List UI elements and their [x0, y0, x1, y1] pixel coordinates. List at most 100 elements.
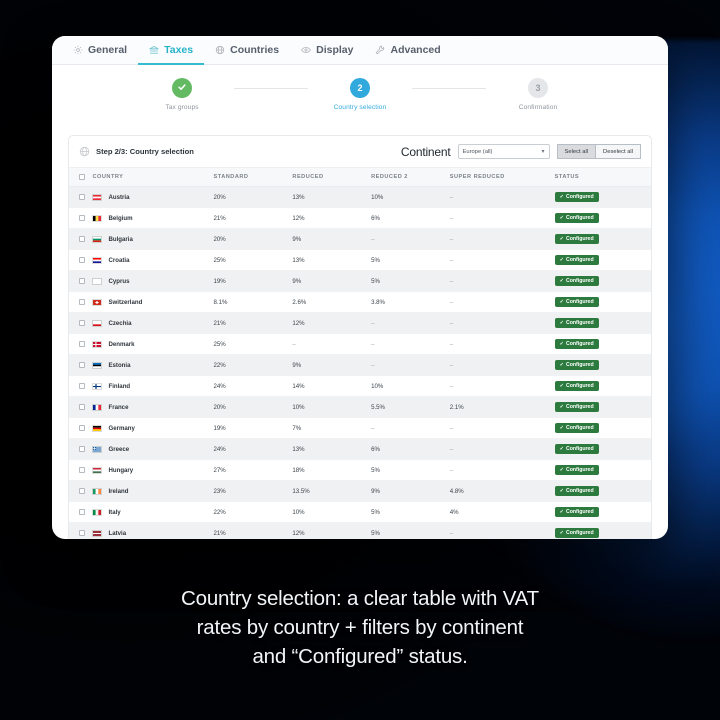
row-checkbox[interactable]: [79, 341, 85, 347]
row-checkbox[interactable]: [79, 425, 85, 431]
tab-countries[interactable]: Countries: [204, 36, 290, 65]
caption-line-1: Country selection: a clear table with VA…: [181, 587, 539, 610]
step-2[interactable]: 2 Country selection: [308, 78, 412, 111]
super-reduced-rate: 4%: [449, 501, 555, 523]
table-row[interactable]: Italy 22% 10% 5% 4% ✓ Configured: [69, 501, 651, 523]
status-badge: ✓ Configured: [554, 465, 599, 475]
country-cell: Italy: [92, 501, 214, 523]
table-row[interactable]: Latvia 21% 12% 5% – ✓ Configured: [69, 522, 651, 539]
step-label: Confirmation: [518, 104, 558, 111]
wrench-icon: [375, 45, 385, 55]
app-window: General Taxes Countries Display Advanced Tax…: [52, 36, 668, 539]
reduced-rate: 12%: [292, 312, 372, 334]
status-text: Configured: [565, 236, 594, 242]
status-text: Configured: [565, 278, 594, 284]
row-checkbox[interactable]: [79, 467, 85, 473]
table-body: Austria 20% 13% 10% – ✓ Configured Belgium 21% 12…: [69, 186, 651, 539]
row-checkbox[interactable]: [79, 383, 85, 389]
status-text: Configured: [565, 467, 594, 473]
reduced-rate: 7%: [292, 417, 372, 439]
table-row[interactable]: Greece 24% 13% 6% – ✓ Configured: [69, 438, 651, 460]
step-3[interactable]: 3 Confirmation: [486, 78, 590, 111]
table-row[interactable]: Estonia 22% 9% – – ✓ Configured: [69, 354, 651, 376]
row-select-cell: [69, 522, 93, 539]
status-cell: ✓ Configured: [554, 396, 651, 418]
country-name: Croatia: [108, 256, 130, 264]
deselect-all-button[interactable]: Deselect all: [595, 144, 641, 159]
flag-icon: [92, 340, 103, 348]
row-checkbox[interactable]: [79, 362, 85, 368]
standard-rate: 21%: [213, 312, 293, 334]
tab-advanced[interactable]: Advanced: [364, 36, 451, 65]
check-glyph: ✓: [559, 278, 564, 284]
status-cell: ✓ Configured: [554, 270, 651, 292]
row-checkbox[interactable]: [79, 278, 85, 284]
column-header-super-reduced[interactable]: SUPER REDUCED: [449, 168, 555, 187]
row-checkbox[interactable]: [79, 509, 85, 515]
country-cell: Czechia: [92, 312, 214, 334]
country-cell: Austria: [92, 186, 214, 208]
country-cell: Latvia: [92, 522, 214, 539]
row-checkbox[interactable]: [79, 236, 85, 242]
table-row[interactable]: Austria 20% 13% 10% – ✓ Configured: [69, 186, 651, 208]
row-checkbox[interactable]: [79, 488, 85, 494]
row-checkbox[interactable]: [79, 320, 85, 326]
status-badge: ✓ Configured: [554, 507, 599, 517]
column-header-reduced-2[interactable]: REDUCED 2: [371, 168, 450, 187]
row-checkbox[interactable]: [79, 215, 85, 221]
table-row[interactable]: Denmark 25% – – – ✓ Configured: [69, 333, 651, 355]
step-1[interactable]: Tax groups: [130, 78, 234, 111]
tab-label: Taxes: [164, 43, 194, 56]
select-all-button[interactable]: Select all: [556, 144, 596, 159]
super-reduced-rate: 2.1%: [449, 396, 555, 418]
super-reduced-rate: –: [449, 459, 555, 481]
tab-taxes[interactable]: Taxes: [138, 36, 205, 65]
table-row[interactable]: Germany 19% 7% – – ✓ Configured: [69, 417, 651, 439]
table-row[interactable]: Czechia 21% 12% – – ✓ Configured: [69, 312, 651, 334]
check-glyph: ✓: [559, 299, 564, 305]
country-name: Switzerland: [108, 298, 143, 306]
reduced-rate: 9%: [292, 228, 372, 250]
column-header-country[interactable]: COUNTRY: [92, 168, 214, 187]
row-select-cell: [69, 333, 93, 355]
row-checkbox[interactable]: [79, 446, 85, 452]
table-row[interactable]: Croatia 25% 13% 5% – ✓ Configured: [69, 249, 651, 271]
table-row[interactable]: Bulgaria 20% 9% – – ✓ Configured: [69, 228, 651, 250]
standard-rate: 22%: [213, 354, 293, 376]
select-all-checkbox[interactable]: [79, 174, 85, 180]
row-checkbox[interactable]: [79, 194, 85, 200]
column-header-status[interactable]: STATUS: [554, 168, 651, 187]
row-checkbox[interactable]: [79, 404, 85, 410]
country-name: Estonia: [108, 361, 131, 369]
status-cell: ✓ Configured: [554, 375, 651, 397]
continent-select[interactable]: Europe (all) ▾: [457, 144, 550, 159]
row-select-cell: [69, 312, 93, 334]
table-row[interactable]: Ireland 23% 13.5% 9% 4.8% ✓ Configured: [69, 480, 651, 502]
table-row[interactable]: Finland 24% 14% 10% – ✓ Configured: [69, 375, 651, 397]
row-select-cell: [69, 417, 93, 439]
row-select-cell: [69, 375, 93, 397]
reduced-rate: 9%: [292, 354, 372, 376]
status-badge: ✓ Configured: [554, 486, 599, 496]
row-checkbox[interactable]: [79, 299, 85, 305]
caption-line-3: and “Configured” status.: [252, 645, 468, 668]
flag-icon: [92, 466, 103, 474]
super-reduced-rate: –: [449, 291, 555, 313]
check-glyph: ✓: [559, 341, 564, 347]
table-row[interactable]: Cyprus 19% 9% 5% – ✓ Configured: [69, 270, 651, 292]
column-header-standard[interactable]: STANDARD: [213, 168, 293, 187]
row-checkbox[interactable]: [79, 530, 85, 536]
table-row[interactable]: Switzerland 8.1% 2.6% 3.8% – ✓ Configured: [69, 291, 651, 313]
status-badge: ✓ Configured: [554, 297, 599, 307]
panel-title-text: Step 2/3: Country selection: [96, 147, 194, 156]
row-checkbox[interactable]: [79, 257, 85, 263]
table-row[interactable]: Belgium 21% 12% 6% – ✓ Configured: [69, 207, 651, 229]
tab-display[interactable]: Display: [290, 36, 364, 65]
column-header-reduced[interactable]: REDUCED: [292, 168, 372, 187]
reduced-2-rate: –: [371, 354, 450, 376]
status-cell: ✓ Configured: [554, 312, 651, 334]
table-head: COUNTRY STANDARD REDUCED REDUCED 2 SUPER…: [69, 168, 651, 187]
tab-general[interactable]: General: [62, 36, 138, 65]
table-row[interactable]: France 20% 10% 5.5% 2.1% ✓ Configured: [69, 396, 651, 418]
table-row[interactable]: Hungary 27% 18% 5% – ✓ Configured: [69, 459, 651, 481]
